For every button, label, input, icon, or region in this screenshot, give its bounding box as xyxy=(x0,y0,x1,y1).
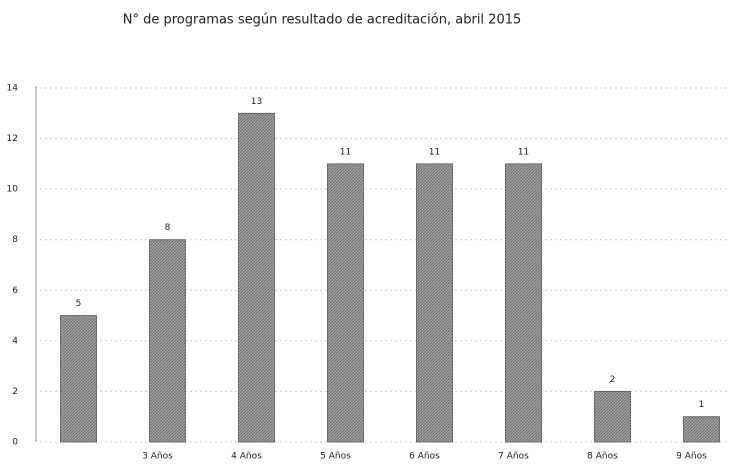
bar xyxy=(238,112,275,443)
x-tick-label: 9 Años xyxy=(676,452,707,462)
y-tick-label: 2 xyxy=(12,387,18,397)
y-tick-label: 10 xyxy=(7,185,19,195)
data-label: 8 xyxy=(165,223,171,233)
data-label: 1 xyxy=(699,400,705,410)
x-tick-label: 5 Años xyxy=(320,452,351,462)
x-tick-label: 8 Años xyxy=(587,452,618,462)
bar xyxy=(60,315,97,443)
bar xyxy=(327,163,364,443)
data-label: 13 xyxy=(251,97,262,107)
y-tick-label: 0 xyxy=(12,438,18,448)
bar xyxy=(416,163,453,443)
data-label: 11 xyxy=(429,147,440,157)
y-tick-label: 6 xyxy=(12,286,18,296)
bar xyxy=(149,239,186,443)
x-tick-label: 4 Años xyxy=(231,452,262,462)
y-tick-label: 14 xyxy=(7,84,19,94)
data-label: 11 xyxy=(518,147,529,157)
data-label: 5 xyxy=(76,299,82,309)
x-tick-label: 3 Años xyxy=(142,452,173,462)
y-tick-label: 4 xyxy=(12,336,18,346)
x-tick-label: 6 Años xyxy=(409,452,440,462)
y-tick-label: 8 xyxy=(12,235,18,245)
bar xyxy=(594,391,631,443)
y-tick-label: 12 xyxy=(7,134,18,144)
data-label: 2 xyxy=(610,375,616,385)
data-label: 11 xyxy=(340,147,351,157)
bar xyxy=(505,163,542,443)
x-tick-label: 7 Años xyxy=(498,452,529,462)
chart-title: N° de programas según resultado de acred… xyxy=(123,13,522,28)
bar xyxy=(683,416,720,443)
